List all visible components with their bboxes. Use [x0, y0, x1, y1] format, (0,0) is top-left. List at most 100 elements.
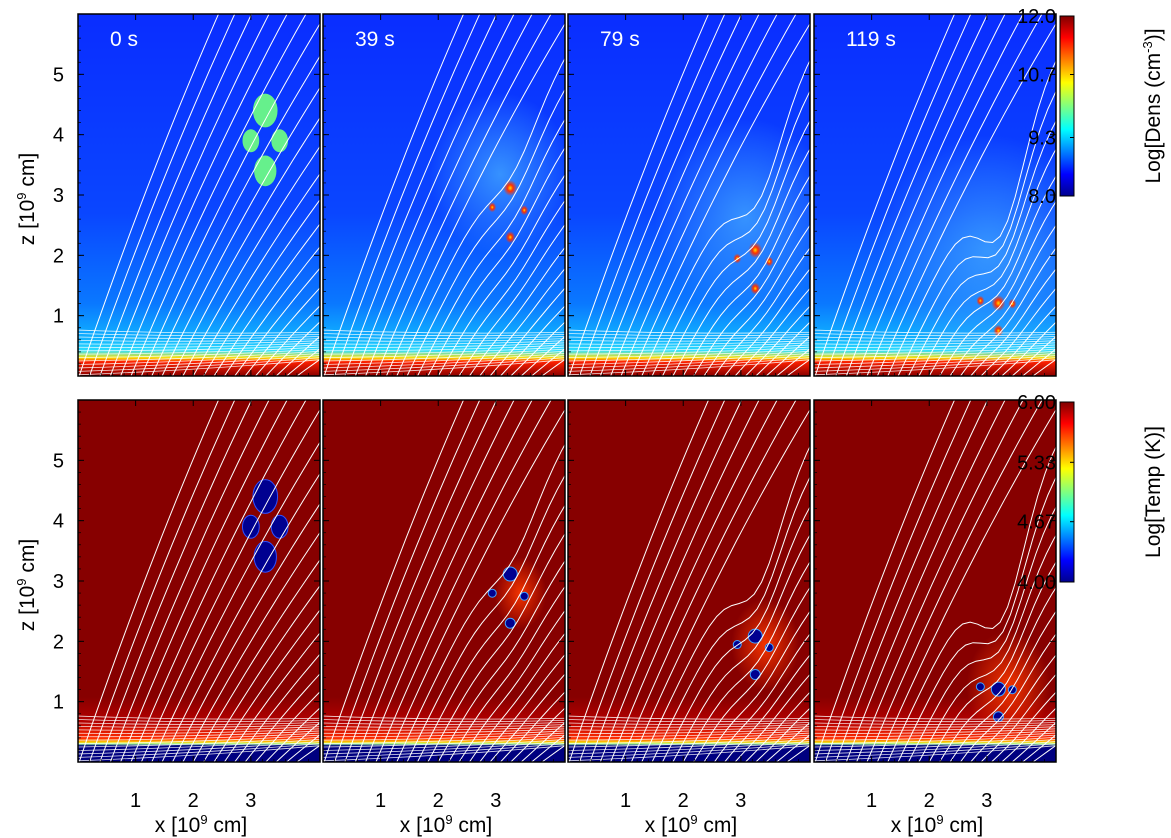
chromo-field-line-9	[568, 726, 810, 731]
dense-knot-2	[976, 295, 985, 306]
chromo-field-line-6	[568, 732, 810, 741]
chromo-field-line-11	[814, 336, 1056, 339]
chromo-field-line-6	[814, 732, 1056, 741]
x-tick-label: 1	[130, 790, 141, 812]
chromo-field-line-5	[814, 348, 1056, 358]
chromo-field-line-7	[78, 344, 320, 352]
chromo-field-line-7	[568, 344, 810, 352]
chromo-field-line-0	[814, 745, 1056, 762]
chromo-field-line-5	[568, 734, 810, 744]
time-label: 119 s	[846, 28, 896, 51]
panel-density-0: 1 2 3 4 5 0 s	[53, 13, 321, 377]
field-line-4	[120, 14, 288, 376]
chromo-field-line-13	[814, 329, 1056, 334]
time-label: 79 s	[600, 28, 640, 51]
field-line-17	[991, 305, 1056, 376]
field-line-17	[255, 305, 320, 376]
blob-2	[271, 129, 289, 153]
chromo-field-line-4	[78, 350, 320, 362]
field-line-16	[734, 287, 810, 376]
field-line-6	[630, 408, 810, 762]
chromo-field-line-0	[78, 745, 320, 762]
chromo-field-line-7	[323, 730, 565, 738]
field-line-18	[755, 321, 810, 376]
field-line-10	[182, 531, 320, 762]
chromo-field-line-11	[323, 336, 565, 339]
field-line-5	[375, 400, 552, 762]
chromo-field-line-6	[323, 346, 565, 355]
field-line-9	[662, 505, 810, 762]
field-line-5	[375, 14, 552, 376]
chromo-field-line-8	[78, 728, 320, 734]
field-line-10	[182, 145, 320, 376]
blob-2	[270, 514, 289, 539]
chromo-field-line-8	[323, 342, 565, 348]
z-tick-label: 4	[53, 511, 64, 533]
dense-knot-3	[765, 256, 774, 267]
z-axis-label: z [109 cm]	[14, 153, 39, 245]
chromo-field-line-10	[323, 338, 565, 342]
panel-temperature-3: 1 2 3x [109 cm]	[813, 399, 1057, 837]
chromo-field-line-9	[323, 726, 565, 731]
chromo-field-line-7	[814, 344, 1056, 352]
field-line-3	[845, 400, 1006, 762]
z-tick-label: 3	[53, 185, 64, 207]
field-line-15	[970, 654, 1056, 762]
z-tick-label: 2	[53, 631, 64, 653]
chromo-field-line-2	[568, 355, 810, 369]
background-density	[78, 14, 320, 376]
field-line-3	[599, 400, 760, 762]
cool-knot-2	[487, 588, 497, 598]
field-line-17	[255, 691, 320, 762]
field-line-2	[99, 400, 253, 762]
colorbar-label: Log[Temp (K)]	[1142, 426, 1165, 558]
field-line-11	[192, 558, 320, 762]
field-line-13	[949, 610, 1056, 762]
x-tick-label: 3	[981, 790, 992, 812]
chromo-field-line-9	[323, 340, 565, 345]
field-line-2	[589, 14, 743, 376]
field-line-14	[713, 247, 810, 376]
z-tick-label: 1	[53, 306, 64, 328]
colorbar-tick-label: 10.7	[1017, 65, 1056, 87]
chromo-field-line-7	[814, 730, 1056, 738]
field-line-4	[856, 400, 1024, 762]
field-line-11	[437, 560, 565, 762]
chromo-field-line-9	[568, 340, 810, 345]
field-line-4	[365, 400, 533, 762]
cool-knot-2	[975, 682, 985, 692]
dense-knot-1	[991, 295, 1006, 312]
colorbar-tick-label: 12.0	[1017, 6, 1056, 28]
field-line-10	[672, 534, 810, 762]
field-line-12	[448, 585, 565, 762]
field-line-12	[448, 199, 565, 376]
field-line-1	[825, 14, 972, 376]
field-line-0	[568, 400, 710, 762]
chromo-field-line-1	[568, 357, 810, 372]
colorbars: 8.0 9.3 10.7 12.0 Log[Dens (cm-3)] 4.00 4.67 5.…	[1017, 6, 1165, 594]
chromo-field-line-7	[78, 730, 320, 738]
field-line-5	[866, 400, 1043, 762]
field-line-13	[949, 224, 1056, 376]
field-line-2	[835, 400, 989, 762]
blob-3	[253, 541, 277, 573]
field-line-14	[959, 633, 1056, 762]
field-line-14	[223, 632, 320, 762]
field-line-1	[825, 400, 972, 762]
z-tick-label: 3	[53, 571, 64, 593]
field-line-6	[630, 22, 810, 376]
chromo-field-line-12	[323, 719, 565, 723]
field-line-16	[734, 673, 810, 762]
field-line-14	[959, 247, 1056, 376]
field-line-7	[887, 59, 1056, 376]
chromo-field-line-2	[814, 741, 1056, 755]
panel-density-2: 79 s	[567, 13, 811, 377]
blob-0	[252, 93, 278, 128]
chromo-field-line-4	[814, 736, 1056, 748]
chromo-field-line-8	[814, 728, 1056, 734]
field-line-9	[417, 118, 565, 376]
chromo-field-line-13	[814, 715, 1056, 720]
field-line-0	[78, 400, 220, 762]
dense-knot-0	[505, 231, 516, 244]
